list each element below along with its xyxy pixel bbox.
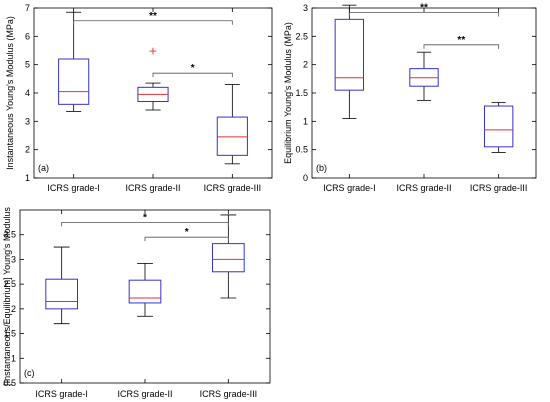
- box: [334, 18, 365, 91]
- plot-frame: [19, 209, 271, 384]
- box-plot: [334, 4, 365, 119]
- category-label: ICRS grade-I: [47, 183, 100, 193]
- y-tick-label: 0.5: [295, 145, 308, 155]
- box-plot: [45, 246, 78, 325]
- box: [216, 116, 248, 156]
- box-plot: [409, 51, 439, 101]
- box: [483, 105, 514, 148]
- y-tick-label: 0: [303, 173, 308, 183]
- y-tick-label: 2.5: [3, 279, 16, 289]
- panel-label: (a): [38, 163, 49, 173]
- panel-label: (b): [316, 163, 327, 173]
- box-plot: [128, 262, 162, 317]
- category-label: ICRS grade-II: [117, 389, 172, 399]
- box: [45, 278, 78, 310]
- significance-bracket: [73, 20, 233, 25]
- significance-bracket: [152, 72, 233, 78]
- box: [58, 58, 90, 105]
- significance-label: **: [420, 3, 428, 14]
- y-tick-label: 7: [25, 3, 30, 13]
- y-axis-label: [Instantaneous/Equilibrium] Young's Modu…: [2, 207, 12, 386]
- significance-label: *: [191, 63, 195, 74]
- y-axis-label: Instantaneous Young's Modulus (MPa): [5, 16, 15, 170]
- y-tick-label: 1.5: [3, 329, 16, 339]
- y-tick-label: 2: [11, 304, 16, 314]
- significance-label: **: [149, 11, 157, 22]
- y-tick-label: 0.5: [3, 378, 16, 388]
- y-tick-label: 6: [25, 31, 30, 41]
- category-label: ICRS grade-II: [125, 183, 180, 193]
- panel-b: 0 0.5 1 1.5 2 2.5 3 ICRS grade-I ICRS grade-II IC…: [283, 3, 537, 193]
- significance-label: *: [143, 212, 147, 223]
- y-tick-label: 3.5: [3, 230, 16, 240]
- box: [212, 243, 245, 273]
- box-plot: [216, 84, 248, 165]
- box-plot: +: [137, 45, 169, 111]
- y-tick-label: 4: [25, 88, 30, 98]
- category-label: ICRS grade-II: [396, 183, 451, 193]
- panel-a: 1 2 3 4 5 6 7 ICRS grade-I ICRS grade-II ICRS gra…: [5, 3, 273, 193]
- category-label: ICRS grade-I: [323, 183, 376, 193]
- y-tick-label: 1: [303, 116, 308, 126]
- panel-c: 0.5 1 1.5 2 2.5 3 3.5 ICRS grade-I ICRS grade-II…: [2, 207, 271, 399]
- y-tick-label: 2: [303, 60, 308, 70]
- outlier-marker: +: [148, 45, 157, 58]
- significance-bracket: [61, 221, 229, 227]
- y-tick-label: 1.5: [295, 88, 308, 98]
- significance-label: *: [185, 227, 189, 238]
- significance-bracket: [423, 44, 500, 49]
- category-label: ICRS grade-III: [200, 389, 258, 399]
- category-label: ICRS grade-III: [470, 183, 528, 193]
- significance-bracket: [348, 12, 500, 17]
- box: [128, 279, 162, 304]
- y-tick-label: 3: [303, 3, 308, 13]
- y-tick-label: 3: [25, 116, 30, 126]
- category-label: ICRS grade-III: [204, 183, 262, 193]
- box-plot: [58, 11, 90, 112]
- y-tick-label: 1: [11, 353, 16, 363]
- y-tick-label: 1: [25, 173, 30, 183]
- box-plot: [212, 214, 245, 299]
- significance-label: **: [457, 35, 465, 46]
- panel-label: (c): [24, 368, 35, 378]
- significance-bracket: [144, 236, 229, 242]
- y-tick-label: 2.5: [295, 31, 308, 41]
- y-tick-label: 2: [25, 145, 30, 155]
- y-tick-label: 3: [11, 254, 16, 264]
- y-tick-label: 5: [25, 60, 30, 70]
- plot-frame: [33, 7, 273, 179]
- y-axis-label: Equilibrium Young's Modulus (MPa): [283, 22, 293, 164]
- box-plot: [483, 102, 514, 153]
- category-label: ICRS grade-I: [35, 389, 88, 399]
